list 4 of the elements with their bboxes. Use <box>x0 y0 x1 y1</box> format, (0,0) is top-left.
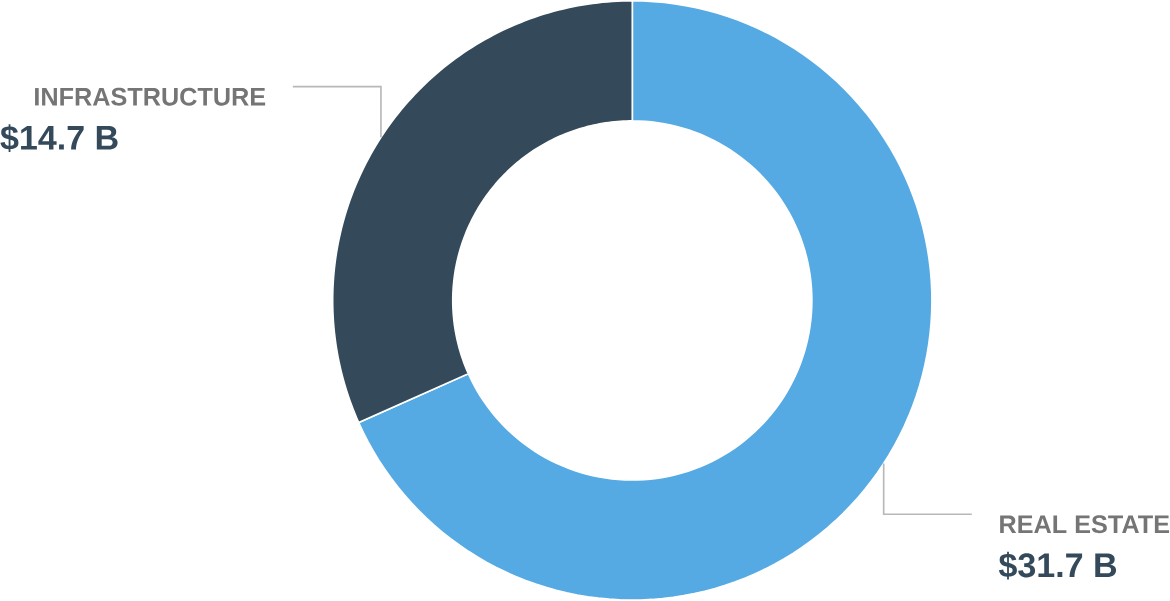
slice-label: INFRASTRUCTURE <box>35 87 266 106</box>
slice-label: REAL ESTATE <box>1000 515 1170 534</box>
data-label: $31.7 B <box>998 551 1117 580</box>
data-label: $14.7 B <box>0 124 118 153</box>
